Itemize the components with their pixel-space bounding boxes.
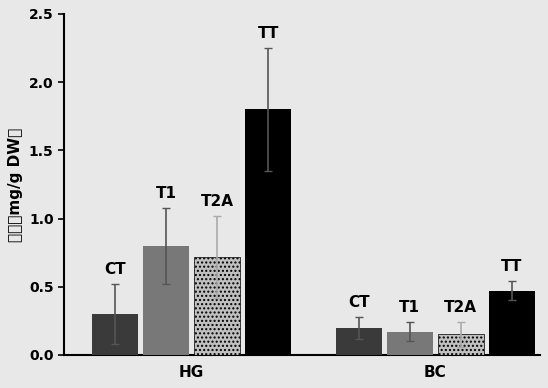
Text: T2A: T2A	[201, 194, 233, 209]
Bar	[386, 332, 433, 355]
Text: T1: T1	[399, 300, 420, 315]
Bar	[245, 109, 292, 355]
Bar	[92, 314, 138, 355]
Bar	[143, 246, 190, 355]
Text: T1: T1	[156, 186, 176, 201]
Text: TT: TT	[258, 26, 279, 41]
Bar	[194, 257, 241, 355]
Text: TT: TT	[501, 260, 522, 274]
Text: CT: CT	[104, 262, 126, 277]
Bar	[335, 327, 382, 355]
Bar	[489, 291, 535, 355]
Text: T2A: T2A	[444, 300, 477, 315]
Bar	[438, 334, 484, 355]
Y-axis label: 含量（mg/g DW）: 含量（mg/g DW）	[8, 127, 24, 241]
Text: CT: CT	[348, 295, 369, 310]
